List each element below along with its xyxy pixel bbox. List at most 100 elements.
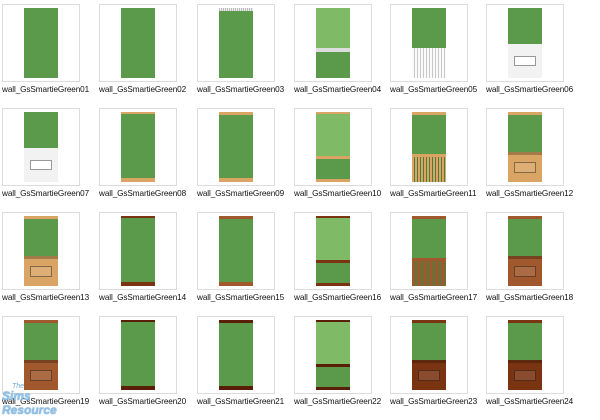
file-name-label[interactable]: wall_GsSmartieGreen23 — [390, 397, 478, 406]
wall-preview-image — [316, 8, 350, 78]
wall-thumbnail[interactable] — [2, 4, 80, 82]
wall-thumbnail[interactable] — [197, 108, 275, 186]
file-tile[interactable]: wall_GsSmartieGreen05 — [390, 4, 486, 108]
file-name-label[interactable]: wall_GsSmartieGreen04 — [294, 85, 382, 94]
wall-thumbnail[interactable] — [390, 108, 468, 186]
file-tile[interactable]: wall_GsSmartieGreen22 — [294, 316, 390, 420]
file-tile[interactable]: wall_GsSmartieGreen23 — [390, 316, 486, 420]
site-watermark: The Sims Resource — [2, 383, 57, 417]
wall-thumbnail[interactable] — [197, 316, 275, 394]
file-tile[interactable]: wall_GsSmartieGreen15 — [197, 212, 293, 316]
file-tile[interactable]: wall_GsSmartieGreen06 — [486, 4, 582, 108]
wall-preview-image — [121, 112, 155, 182]
file-tile[interactable]: wall_GsSmartieGreen04 — [294, 4, 390, 108]
wall-preview-image — [219, 216, 253, 286]
file-name-label[interactable]: wall_GsSmartieGreen06 — [486, 85, 574, 94]
wall-thumbnail[interactable] — [294, 212, 372, 290]
wall-thumbnail[interactable] — [99, 108, 177, 186]
file-name-label[interactable]: wall_GsSmartieGreen15 — [197, 293, 285, 302]
file-tile[interactable]: wall_GsSmartieGreen10 — [294, 108, 390, 212]
wall-thumbnail[interactable] — [390, 316, 468, 394]
file-tile[interactable]: wall_GsSmartieGreen16 — [294, 212, 390, 316]
file-tile[interactable]: wall_GsSmartieGreen07 — [2, 108, 98, 212]
wall-thumbnail[interactable] — [99, 316, 177, 394]
wall-preview-image — [508, 8, 542, 78]
wall-thumbnail[interactable] — [197, 4, 275, 82]
file-name-label[interactable]: wall_GsSmartieGreen21 — [197, 397, 285, 406]
wall-preview-image — [121, 216, 155, 286]
wall-thumbnail[interactable] — [294, 316, 372, 394]
file-name-label[interactable]: wall_GsSmartieGreen18 — [486, 293, 574, 302]
wall-preview-image — [219, 112, 253, 182]
file-name-label[interactable]: wall_GsSmartieGreen20 — [99, 397, 187, 406]
wall-preview-image — [316, 112, 350, 182]
file-name-label[interactable]: wall_GsSmartieGreen07 — [2, 189, 90, 198]
file-tile[interactable]: wall_GsSmartieGreen21 — [197, 316, 293, 420]
file-name-label[interactable]: wall_GsSmartieGreen24 — [486, 397, 574, 406]
file-name-label[interactable]: wall_GsSmartieGreen16 — [294, 293, 382, 302]
thumbnail-grid: wall_GsSmartieGreen01 wall_GsSmartieGreen… — [2, 4, 582, 406]
file-tile[interactable]: wall_GsSmartieGreen13 — [2, 212, 98, 316]
wall-thumbnail[interactable] — [486, 212, 564, 290]
wall-preview-image — [508, 112, 542, 182]
file-name-label[interactable]: wall_GsSmartieGreen22 — [294, 397, 382, 406]
wall-preview-image — [316, 216, 350, 286]
wall-preview-image — [508, 216, 542, 286]
file-name-label[interactable]: wall_GsSmartieGreen05 — [390, 85, 478, 94]
wall-thumbnail[interactable] — [2, 108, 80, 186]
file-name-label[interactable]: wall_GsSmartieGreen17 — [390, 293, 478, 302]
file-tile[interactable]: wall_GsSmartieGreen14 — [99, 212, 195, 316]
file-tile[interactable]: wall_GsSmartieGreen08 — [99, 108, 195, 212]
file-tile[interactable]: wall_GsSmartieGreen18 — [486, 212, 582, 316]
wall-preview-image — [316, 320, 350, 390]
file-name-label[interactable]: wall_GsSmartieGreen09 — [197, 189, 285, 198]
file-name-label[interactable]: wall_GsSmartieGreen14 — [99, 293, 187, 302]
wall-thumbnail[interactable] — [197, 212, 275, 290]
file-tile[interactable]: wall_GsSmartieGreen24 — [486, 316, 582, 420]
file-tile[interactable]: wall_GsSmartieGreen09 — [197, 108, 293, 212]
file-name-label[interactable]: wall_GsSmartieGreen08 — [99, 189, 187, 198]
wall-thumbnail[interactable] — [390, 212, 468, 290]
wall-thumbnail[interactable] — [2, 316, 80, 394]
wall-thumbnail[interactable] — [486, 108, 564, 186]
file-name-label[interactable]: wall_GsSmartieGreen19 — [2, 397, 90, 406]
wall-preview-image — [24, 8, 58, 78]
file-name-label[interactable]: wall_GsSmartieGreen01 — [2, 85, 90, 94]
wall-thumbnail[interactable] — [486, 316, 564, 394]
file-name-label[interactable]: wall_GsSmartieGreen03 — [197, 85, 285, 94]
wall-preview-image — [121, 8, 155, 78]
wall-preview-image — [24, 216, 58, 286]
wall-thumbnail[interactable] — [99, 4, 177, 82]
wall-preview-image — [24, 112, 58, 182]
file-name-label[interactable]: wall_GsSmartieGreen02 — [99, 85, 187, 94]
file-tile[interactable]: wall_GsSmartieGreen01 — [2, 4, 98, 108]
file-tile[interactable]: wall_GsSmartieGreen03 — [197, 4, 293, 108]
wall-preview-image — [412, 8, 446, 78]
wall-thumbnail[interactable] — [99, 212, 177, 290]
file-tile[interactable]: wall_GsSmartieGreen17 — [390, 212, 486, 316]
wall-preview-image — [412, 216, 446, 286]
wall-preview-image — [121, 320, 155, 390]
file-tile[interactable]: wall_GsSmartieGreen20 — [99, 316, 195, 420]
wall-thumbnail[interactable] — [2, 212, 80, 290]
wall-preview-image — [412, 112, 446, 182]
watermark-small-text: The — [12, 383, 25, 390]
wall-thumbnail[interactable] — [390, 4, 468, 82]
wall-thumbnail[interactable] — [294, 4, 372, 82]
wall-preview-image — [219, 320, 253, 390]
wall-preview-image — [412, 320, 446, 390]
file-tile[interactable]: wall_GsSmartieGreen12 — [486, 108, 582, 212]
file-name-label[interactable]: wall_GsSmartieGreen11 — [390, 189, 477, 198]
watermark-logo-text: Sims Resource — [2, 389, 57, 417]
file-tile[interactable]: wall_GsSmartieGreen11 — [390, 108, 486, 212]
wall-thumbnail[interactable] — [294, 108, 372, 186]
file-tile[interactable]: wall_GsSmartieGreen19 — [2, 316, 98, 420]
wall-thumbnail[interactable] — [486, 4, 564, 82]
wall-preview-image — [508, 320, 542, 390]
wall-preview-image — [24, 320, 58, 390]
file-name-label[interactable]: wall_GsSmartieGreen10 — [294, 189, 382, 198]
file-name-label[interactable]: wall_GsSmartieGreen13 — [2, 293, 90, 302]
wall-preview-image — [219, 8, 253, 78]
file-tile[interactable]: wall_GsSmartieGreen02 — [99, 4, 195, 108]
file-name-label[interactable]: wall_GsSmartieGreen12 — [486, 189, 574, 198]
